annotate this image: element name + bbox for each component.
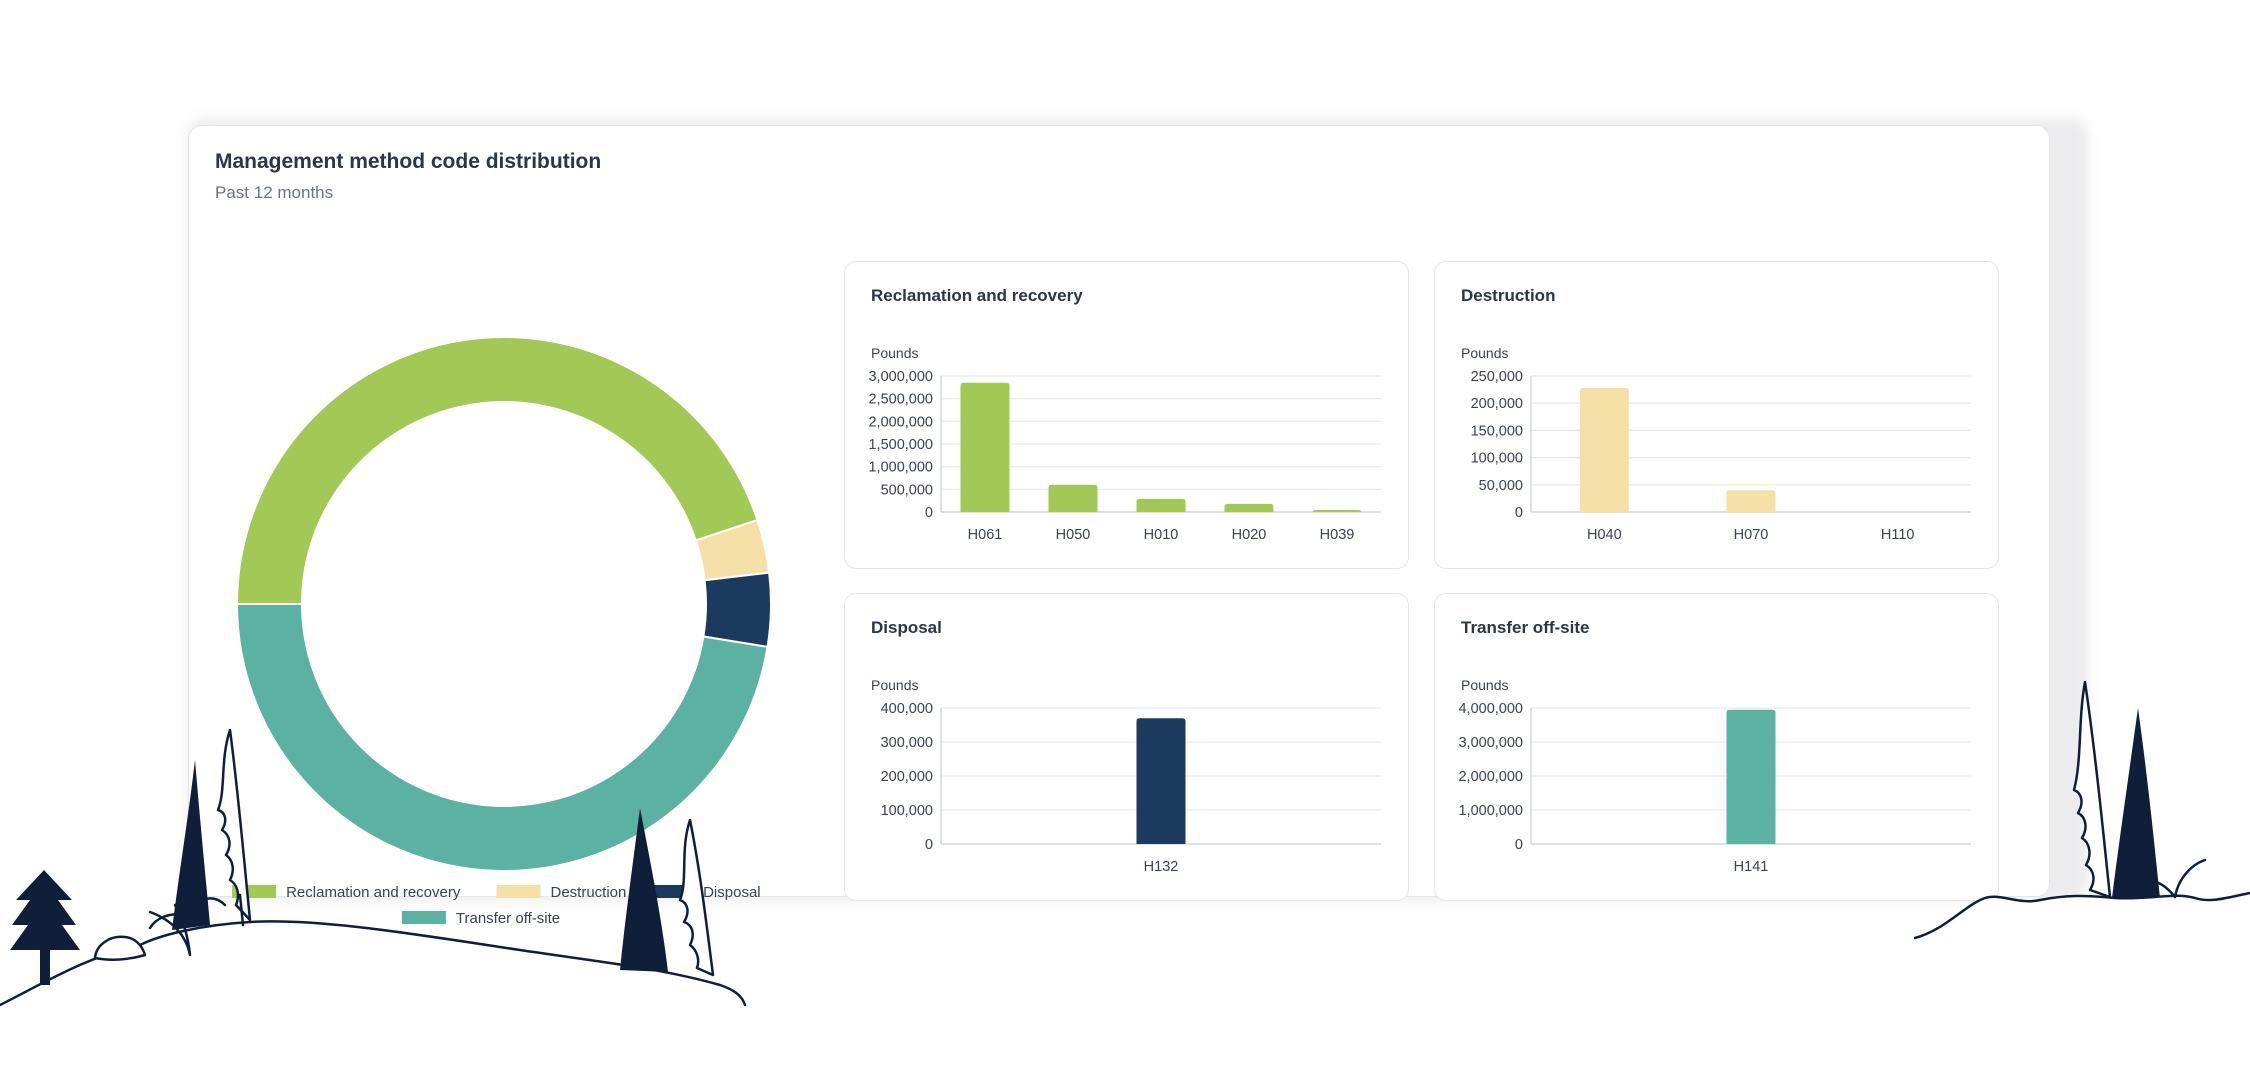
rock-icon: [93, 935, 147, 961]
bar[interactable]: [1136, 718, 1186, 844]
card-subtitle: Past 12 months: [215, 183, 334, 202]
y-tick-label: 100,000: [1471, 451, 1523, 467]
y-tick-label: 3,000,000: [1458, 735, 1523, 751]
tree-silhouette-icon: [620, 808, 668, 972]
pine-tree-icon: [2072, 680, 2112, 899]
panel-title: Destruction: [1461, 286, 1556, 305]
y-tick-label: 100,000: [881, 803, 933, 819]
legend-swatch: [401, 911, 446, 924]
y-tick-label: 0: [925, 837, 933, 853]
y-tick-label: 500,000: [881, 482, 933, 498]
grass-icon: [2148, 858, 2207, 899]
y-tick-label: 300,000: [881, 735, 933, 751]
y-tick-label: 3,000,000: [868, 369, 933, 385]
tree-silhouette-icon: [172, 760, 210, 930]
legend-label[interactable]: Reclamation and recovery: [286, 884, 461, 901]
x-tick-label: H040: [1587, 527, 1622, 543]
y-tick-label: 0: [1515, 837, 1523, 853]
y-tick-label: 2,000,000: [868, 414, 933, 430]
panel-title: Transfer off-site: [1461, 618, 1590, 637]
y-tick-label: 200,000: [1471, 396, 1523, 412]
bar[interactable]: [1312, 510, 1362, 513]
y-tick-label: 1,000,000: [868, 460, 933, 476]
x-tick-label: H061: [968, 527, 1003, 543]
panel-title: Disposal: [871, 618, 942, 637]
y-axis-label: Pounds: [1461, 677, 1508, 693]
x-tick-label: H070: [1734, 527, 1769, 543]
y-tick-label: 50,000: [1479, 478, 1523, 494]
donut-slice[interactable]: [235, 336, 759, 605]
panel-destruction: Destruction Pounds 0 50,000 100,000 150,000 2…: [1434, 261, 1999, 569]
bar[interactable]: [1048, 484, 1098, 512]
bar[interactable]: [1224, 503, 1274, 512]
tree-silhouette-icon: [10, 870, 80, 985]
distribution-card: Management method code distribution Past…: [188, 125, 2050, 926]
y-tick-label: 400,000: [881, 701, 933, 717]
hill-right: [1913, 891, 2250, 940]
legend-swatch: [496, 885, 541, 898]
panel-transfer: Transfer off-site Pounds 0 1,000,000 2,000,…: [1434, 593, 1999, 901]
y-axis-label: Pounds: [1461, 345, 1508, 361]
y-tick-label: 2,000,000: [1458, 769, 1523, 785]
bar[interactable]: [1726, 709, 1776, 844]
y-tick-label: 150,000: [1471, 423, 1523, 439]
tree-trunk: [238, 893, 245, 927]
pine-tree-icon: [678, 818, 715, 977]
y-tick-label: 1,000,000: [1458, 803, 1523, 819]
bar[interactable]: [1136, 498, 1186, 512]
y-axis-label: Pounds: [871, 345, 918, 361]
x-tick-label: H039: [1320, 527, 1355, 543]
legend-label[interactable]: Destruction: [551, 884, 627, 901]
bar[interactable]: [1726, 490, 1776, 512]
y-tick-label: 0: [1515, 505, 1523, 521]
x-tick-label: H010: [1144, 527, 1179, 543]
panel-title: Reclamation and recovery: [871, 286, 1083, 305]
x-tick-label: H110: [1881, 527, 1915, 543]
x-tick-label: H050: [1056, 527, 1091, 543]
legend-label[interactable]: Disposal: [703, 884, 761, 901]
bar[interactable]: [960, 382, 1010, 512]
bar-chart: Pounds 0 1,000,000 2,000,000 3,000,000 4,000,…: [1458, 677, 1971, 875]
bar[interactable]: [1579, 387, 1629, 512]
donut-chart: Reclamation and recovery Destruction Dispo…: [232, 336, 772, 926]
legend-label[interactable]: Transfer off-site: [456, 910, 560, 926]
x-tick-label: H020: [1232, 527, 1267, 543]
tree-silhouette-icon: [2112, 708, 2160, 898]
x-tick-label: H141: [1734, 859, 1769, 875]
y-tick-label: 200,000: [881, 769, 933, 785]
panel-disposal: Disposal Pounds 0 100,000 200,000 300,000 400…: [844, 593, 1409, 901]
y-tick-label: 0: [925, 505, 933, 521]
card-title: Management method code distribution: [215, 150, 602, 173]
x-tick-label: H132: [1144, 859, 1179, 875]
y-tick-label: 2,500,000: [868, 392, 933, 408]
donut-slice[interactable]: [235, 603, 769, 872]
y-tick-label: 250,000: [1471, 369, 1523, 385]
bar-chart: Pounds 0 100,000 200,000 300,000 400,000 H132: [871, 677, 1381, 875]
bar-chart: Pounds 0 50,000 100,000 150,000 200,000 250,00…: [1461, 345, 1971, 543]
y-tick-label: 1,500,000: [868, 437, 933, 453]
pine-tree-icon: [216, 728, 252, 922]
bar-chart: Pounds 0 500,000 1,000,000 1,500,000 2,000,00…: [868, 345, 1381, 543]
y-tick-label: 4,000,000: [1458, 701, 1523, 717]
y-axis-label: Pounds: [871, 677, 918, 693]
panel-reclamation: Reclamation and recovery Pounds 0 500,000 1…: [844, 261, 1409, 569]
